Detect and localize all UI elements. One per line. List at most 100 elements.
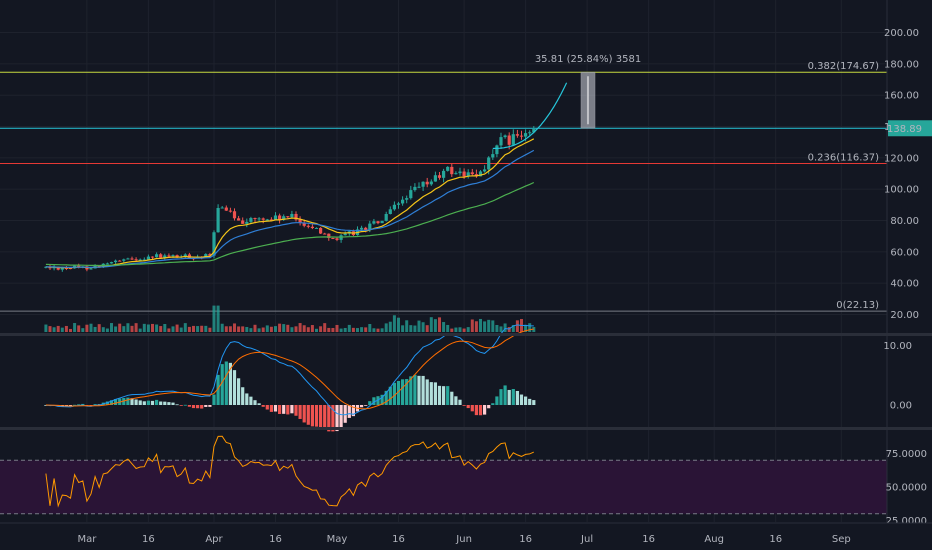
volume-bar [417,320,421,332]
fib-levels [0,71,887,312]
volume-bar [413,325,417,332]
candle-body [503,135,507,138]
volume-bar [335,324,339,332]
volume-bar [167,328,171,332]
volume-bar [491,320,495,332]
volume-bar [515,320,519,332]
candle-body [442,170,446,178]
time-tick-label: 16 [142,534,155,545]
rsi-band-fill [0,460,887,514]
volume-bar [511,325,515,332]
fib-level-labels: 0.382(174.67) 0.236(116.37) 0(22.13) [808,61,880,311]
macd-histogram-bar [81,403,85,405]
price-range-measure[interactable]: 35.81 (25.84%) 3581 [535,54,641,129]
volume-bar [134,323,138,332]
time-tick-label: Jul [580,534,593,545]
macd-histogram-bar [515,390,519,405]
volume-bar [364,327,368,332]
candle-body [257,218,261,220]
volume-bar [429,317,433,332]
candle-body [134,259,138,261]
macd-histogram-bar [532,400,536,405]
candle-body [519,135,524,137]
macd-histogram-bar [138,400,142,405]
macd-histogram-bar [433,382,437,405]
volume-bar [351,327,355,332]
volume-bar [290,327,294,332]
time-tick-label: 16 [269,534,282,545]
macd-histogram-bar [155,399,159,405]
macd-histogram-bar [327,405,331,432]
volume-bar [315,328,318,332]
candle-body [360,227,364,230]
volume-bar [208,327,212,332]
volume-bar [278,323,282,332]
candle-body [216,207,220,233]
volume-bar [52,327,56,332]
macd-histogram-bar [187,405,191,407]
volume-bar [368,323,372,332]
candle-body [109,262,114,264]
macd-histogram-bar [241,387,245,405]
grid-lines [0,0,887,522]
macd-histogram-bar [442,386,446,405]
volume-bar [114,326,118,332]
macd-histogram-bar [405,379,409,405]
macd-histogram-bar [519,394,524,405]
time-axis[interactable]: Mar 16 Apr 16 May 16 Jun 16 Jul 16 Aug 16 Sep [0,522,932,550]
macd-histogram-bar [179,405,183,406]
volume-bar [204,325,208,332]
volume-bar [483,321,487,332]
volume-bar [524,324,528,332]
time-tick-label: 16 [642,534,655,545]
macd-histogram-bar [392,382,396,405]
volume-bar [97,324,101,332]
macd-histogram-bar [524,396,528,405]
macd-histogram-bar [249,396,253,405]
macd-histogram-bar [319,405,323,430]
volume-bar [421,322,425,332]
candle-body [478,171,483,177]
volume-bar [101,327,105,332]
macd-histogram-bar [126,397,130,405]
macd-histogram-bar [175,404,179,406]
macd-histogram-bar [454,396,458,405]
macd-histogram-bar [265,405,269,410]
candle-body [429,181,433,185]
current-price-value: 138.89 [887,124,922,135]
current-price-box [888,120,932,137]
candle-body [105,263,109,265]
volume-bar [179,327,183,332]
volume-bar [356,328,359,332]
candle-body [155,254,159,258]
volume-bar [118,323,122,332]
candle-body [282,216,286,220]
candle-body [290,213,294,218]
macd-histogram-bar [331,405,335,432]
volume-bar [224,326,228,332]
candle-body [495,145,499,155]
volume-bar [237,326,241,332]
candle-body [241,220,245,224]
volume-bar [257,328,261,332]
macd-histogram-bar [109,400,114,405]
macd-histogram-bar [302,405,306,423]
candle-body [167,255,171,257]
volume-bar [503,323,507,332]
macd-histogram-bar [314,405,319,427]
volume-bar [44,324,48,332]
ema-fast-line [45,138,535,269]
macd-histogram-bar [335,405,339,432]
macd-histogram-bar [478,405,483,416]
macd-histogram-bar [212,394,216,405]
macd-histogram-bar [204,405,208,407]
volume-bar [372,328,376,332]
macd-histogram-bar [413,374,417,405]
volume-bar [216,305,220,332]
volume-bar [458,327,462,332]
price-tick-label: 120.00 [884,153,919,164]
macd-histogram-bar [343,405,347,423]
candle-body [446,166,450,171]
